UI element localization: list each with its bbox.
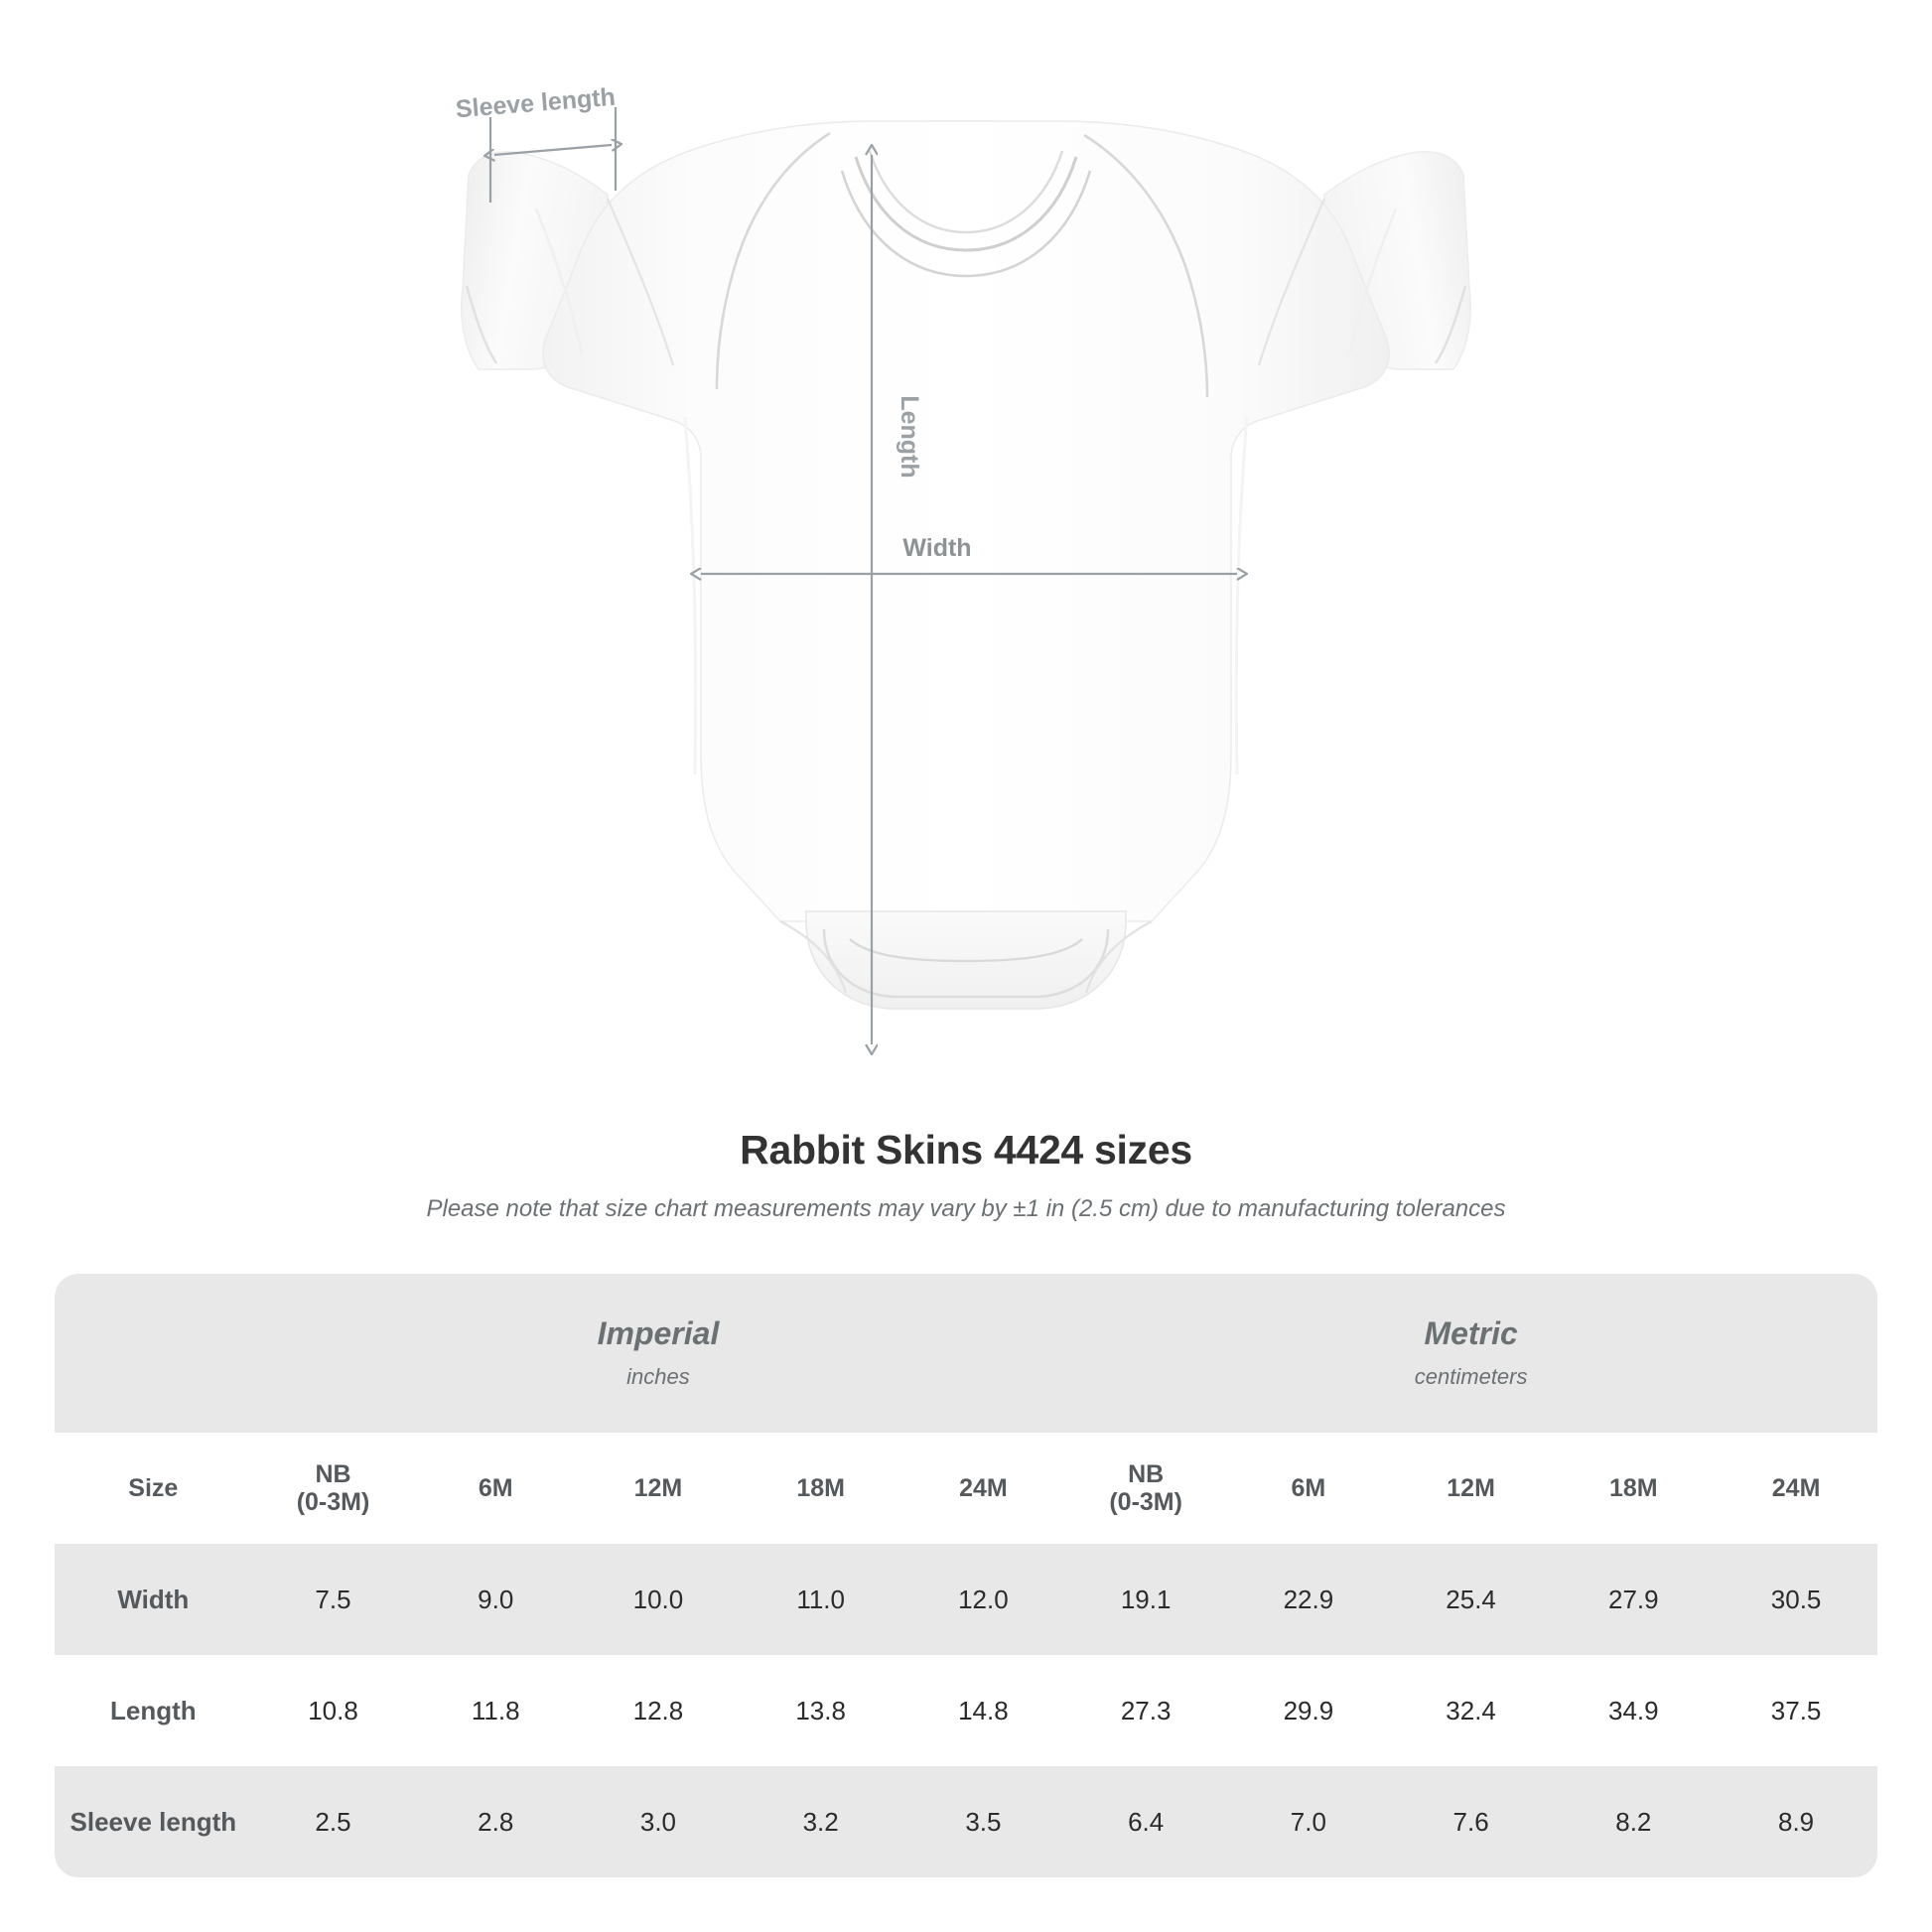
- table-row: Width 7.5 9.0 10.0 11.0 12.0 19.1 22.9 25.4 27.9 3…: [55, 1544, 1877, 1655]
- measurement-cell: 9.0: [414, 1544, 578, 1655]
- size-header-row: Size NB (0-3M) 6M 12M 18M 24M NB (0-3M) 6M 12M 18M 2…: [55, 1433, 1877, 1544]
- measurement-cell: 6.4: [1064, 1766, 1228, 1877]
- measurement-cell: 30.5: [1715, 1544, 1877, 1655]
- row-label: Sleeve length: [55, 1766, 252, 1877]
- measurement-cell: 10.0: [577, 1544, 740, 1655]
- size-header-sub: (0-3M): [1109, 1488, 1182, 1516]
- size-header-cell: 6M: [1227, 1433, 1390, 1544]
- measurement-cell: 14.8: [901, 1655, 1065, 1766]
- size-header-main: NB: [315, 1460, 351, 1488]
- measurement-cell: 2.8: [414, 1766, 578, 1877]
- title-block: Rabbit Skins 4424 sizes Please note that…: [0, 1127, 1932, 1223]
- unit-group-subtitle: inches: [626, 1363, 690, 1389]
- table-row: Length 10.8 11.8 12.8 13.8 14.8 27.3 29.9 32.4 34…: [55, 1655, 1877, 1766]
- size-header-cell: 12M: [577, 1433, 740, 1544]
- size-column-header: Size: [55, 1433, 252, 1544]
- sleeve-length-guide-arrow: [494, 145, 612, 155]
- size-header-main: NB: [1128, 1460, 1165, 1488]
- sleeve-length-label: Sleeve length: [455, 83, 617, 124]
- measurement-cell: 19.1: [1064, 1544, 1228, 1655]
- measurement-cell: 37.5: [1715, 1655, 1877, 1766]
- unit-group-header: Imperial inches: [251, 1274, 1065, 1433]
- table-row: Sleeve length 2.5 2.8 3.0 3.2 3.5 6.4 7.0 7.6 8.2…: [55, 1766, 1877, 1877]
- page-subtitle: Please note that size chart measurements…: [426, 1195, 1506, 1222]
- size-header-cell: 18M: [1552, 1433, 1716, 1544]
- measurement-cell: 27.3: [1064, 1655, 1228, 1766]
- size-header-cell: 6M: [414, 1433, 578, 1544]
- size-header-cell: NB (0-3M): [1064, 1433, 1228, 1544]
- size-header-cell: 24M: [901, 1433, 1065, 1544]
- size-header-cell: 18M: [739, 1433, 902, 1544]
- size-header-main: 6M: [478, 1474, 513, 1502]
- measurement-cell: 3.2: [739, 1766, 902, 1877]
- unit-group-subtitle: centimeters: [1414, 1363, 1528, 1389]
- unit-group-name: Metric: [1424, 1315, 1518, 1352]
- size-header-main: 12M: [633, 1474, 683, 1502]
- size-header-main: 18M: [1608, 1474, 1658, 1502]
- size-header-main: 12M: [1447, 1474, 1495, 1502]
- measurement-cell: 7.0: [1227, 1766, 1390, 1877]
- size-header-main: 6M: [1291, 1474, 1326, 1502]
- size-header-sub: (0-3M): [296, 1488, 370, 1516]
- row-label: Length: [55, 1655, 252, 1766]
- size-header-cell: 24M: [1715, 1433, 1877, 1544]
- measurement-cell: 11.0: [739, 1544, 902, 1655]
- size-header-cell: 12M: [1389, 1433, 1553, 1544]
- measurement-cell: 7.6: [1389, 1766, 1553, 1877]
- measurement-cell: 25.4: [1389, 1544, 1553, 1655]
- size-table: Imperial inches Metric centimeters Size NB (0-…: [55, 1274, 1877, 1877]
- length-label: Length: [896, 395, 923, 478]
- measurement-cell: 2.5: [251, 1766, 415, 1877]
- measurement-cell: 27.9: [1552, 1544, 1716, 1655]
- measurement-cell: 29.9: [1227, 1655, 1390, 1766]
- unit-group-header: Metric centimeters: [1064, 1274, 1877, 1433]
- measurement-cell: 8.2: [1552, 1766, 1716, 1877]
- garment-illustration: Sleeve length Length Width: [455, 83, 1471, 1112]
- measurement-cell: 7.5: [251, 1544, 415, 1655]
- measurement-cell: 34.9: [1552, 1655, 1716, 1766]
- measurement-cell: 32.4: [1389, 1655, 1553, 1766]
- measurement-cell: 12.8: [577, 1655, 740, 1766]
- measurement-cell: 3.5: [901, 1766, 1065, 1877]
- page-title: Rabbit Skins 4424 sizes: [740, 1127, 1192, 1173]
- size-header-main: 24M: [959, 1474, 1008, 1502]
- measurement-cell: 3.0: [577, 1766, 740, 1877]
- unit-row-spacer: [55, 1274, 252, 1433]
- unit-group-name: Imperial: [597, 1315, 720, 1352]
- unit-group-row: Imperial inches Metric centimeters: [55, 1274, 1877, 1433]
- measurement-cell: 10.8: [251, 1655, 415, 1766]
- measurement-cell: 8.9: [1715, 1766, 1877, 1877]
- size-header-main: 18M: [796, 1474, 845, 1502]
- size-header-main: 24M: [1771, 1474, 1821, 1502]
- width-label: Width: [902, 534, 971, 562]
- row-label: Width: [55, 1544, 252, 1655]
- size-table-container: Imperial inches Metric centimeters Size NB (0-…: [55, 1274, 1877, 1877]
- measurement-cell: 12.0: [901, 1544, 1065, 1655]
- measurement-cell: 22.9: [1227, 1544, 1390, 1655]
- measurement-cell: 11.8: [414, 1655, 578, 1766]
- measurement-cell: 13.8: [739, 1655, 902, 1766]
- size-header-cell: NB (0-3M): [251, 1433, 415, 1544]
